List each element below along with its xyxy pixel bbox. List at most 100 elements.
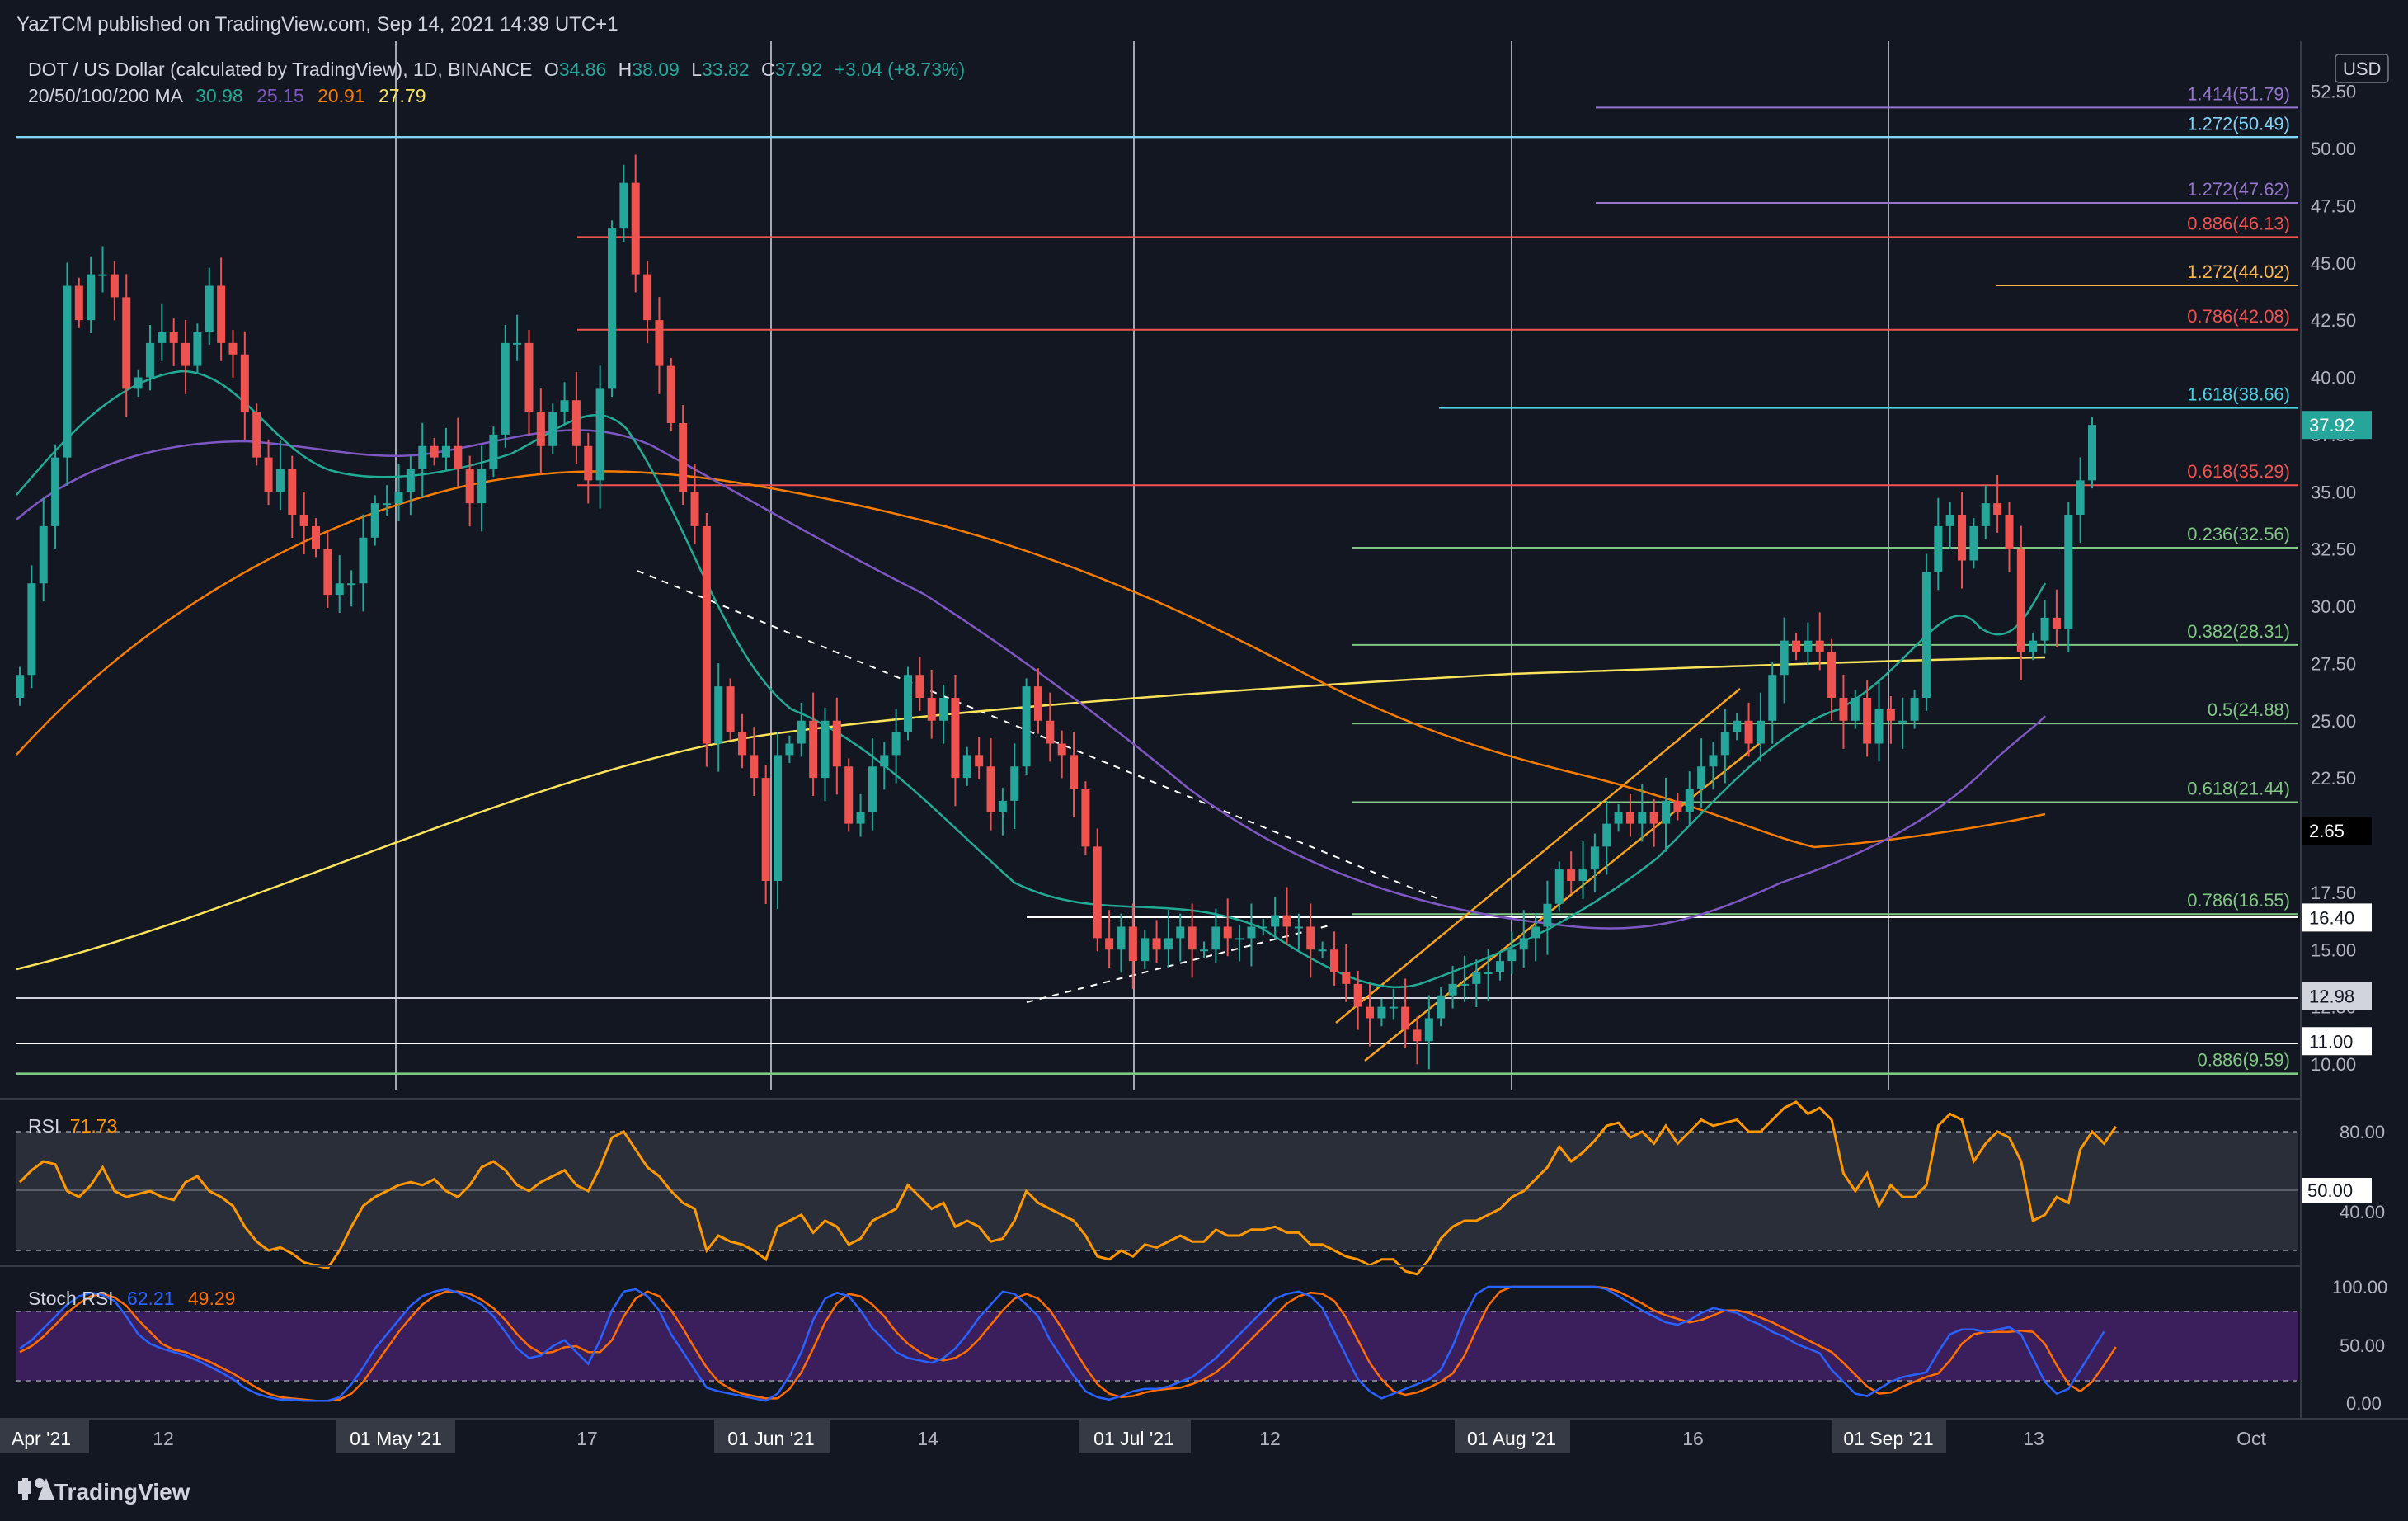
candle-body	[1460, 983, 1469, 986]
candle-body	[275, 469, 285, 492]
time-tick-label: 01 Aug '21	[1467, 1428, 1556, 1449]
candle-body	[1827, 652, 1837, 698]
legend-open: 34.86	[559, 59, 607, 80]
time-tick-label: 01 Sep '21	[1843, 1428, 1933, 1449]
candle-body	[1567, 869, 1576, 881]
stoch-band	[16, 1311, 2298, 1381]
time-tick-label: 13	[2023, 1428, 2044, 1449]
candle-body	[856, 812, 865, 824]
stoch-tick-50: 50.00	[2340, 1335, 2385, 1356]
time-label-bg-apr	[0, 1420, 89, 1453]
stoch-d-value: 49.29	[188, 1288, 236, 1309]
price-tag-label: 16.40	[2309, 907, 2354, 928]
candle-body	[1625, 812, 1634, 824]
rsi-panel	[16, 1100, 2298, 1276]
candle-body	[1046, 720, 1055, 744]
candle-body	[1768, 675, 1777, 721]
candle-body	[169, 332, 178, 343]
price-tag-label: 12.98	[2309, 986, 2354, 1006]
price-tick-label: 52.50	[2311, 82, 2356, 102]
legend-c-label: C	[761, 59, 775, 80]
candle-body	[939, 698, 948, 721]
candle-body	[16, 675, 24, 698]
candle-body	[951, 698, 960, 779]
panel-separators	[0, 41, 2408, 1420]
fib-level-label: 0.886(46.13)	[2187, 213, 2290, 233]
candle-body	[1602, 823, 1611, 847]
candle-body	[1720, 732, 1729, 756]
candle-body	[1424, 1018, 1433, 1042]
candle-body	[1507, 949, 1517, 962]
candle-body	[465, 469, 474, 504]
candle-body	[1247, 926, 1256, 939]
candle-body	[1898, 720, 1907, 723]
candle-body	[1010, 766, 1019, 801]
time-tick-label: 12	[153, 1428, 174, 1449]
price-tick-label: 40.00	[2311, 368, 2356, 388]
candle-body	[619, 182, 628, 229]
candle-body	[1152, 938, 1161, 950]
time-tick-label: 12	[1259, 1428, 1281, 1449]
candle-body	[524, 342, 534, 412]
currency-label[interactable]: USD	[2343, 59, 2381, 79]
candle-body	[1070, 755, 1079, 789]
candle-body	[1578, 869, 1587, 881]
candle-body	[1614, 812, 1623, 824]
candle-body	[1839, 698, 1848, 721]
candle-body	[252, 412, 261, 458]
candle-body	[1081, 789, 1090, 847]
rsi-tick-80: 80.00	[2340, 1122, 2385, 1142]
candle-body	[1993, 503, 2002, 515]
candle-body	[2029, 640, 2038, 652]
candle-body	[702, 525, 711, 744]
vertical-gridlines	[395, 41, 1889, 1090]
candle-body	[714, 686, 723, 744]
candle-body	[441, 445, 450, 458]
candle-body	[477, 469, 487, 504]
fib-level-label: 1.272(50.49)	[2187, 113, 2290, 134]
candle-body	[110, 274, 119, 298]
candle-body	[181, 342, 190, 366]
price-tick-label: 25.00	[2311, 711, 2356, 732]
time-label-bg-jun	[714, 1420, 830, 1453]
stoch-tick-100: 100.00	[2332, 1277, 2387, 1297]
time-axis: Apr '21 12 01 May '21 17 01 Jun '21 14 01 Jul …	[0, 1420, 2266, 1453]
candle-body	[1377, 1006, 1386, 1019]
candle-body	[513, 342, 522, 345]
price-axis: 10.0012.5015.0017.5020.0022.5025.0027.50…	[2311, 82, 2356, 1075]
ma50-line	[16, 429, 2046, 930]
legend-ma100: 20.91	[317, 85, 365, 106]
candle-body	[1353, 983, 1362, 1007]
stoch-k-line	[19, 1285, 2105, 1402]
header-legend: YazTCM published on TradingView.com, Sep…	[16, 13, 2389, 1309]
footer: TradingView	[18, 1478, 190, 1505]
candle-body	[87, 274, 96, 321]
candle-body	[1282, 915, 1291, 927]
candlestick-series	[16, 154, 2096, 1070]
time-label-bg-jul	[1079, 1420, 1191, 1453]
candle-body	[122, 297, 131, 389]
candle-body	[145, 342, 154, 378]
candle-body	[761, 778, 770, 881]
candle-body	[1531, 926, 1540, 939]
time-tick-label: 01 Jun '21	[727, 1428, 814, 1449]
price-tick-label: 45.00	[2311, 253, 2356, 274]
indicator-axes: 80.00 40.00 50.00 100.00 50.00 0.00	[2302, 1122, 2387, 1414]
legend-change: +3.04 (+8.73%)	[835, 59, 966, 80]
candle-body	[631, 182, 640, 275]
time-label-bg-may	[336, 1420, 455, 1453]
price-tag	[2302, 411, 2372, 440]
candle-body	[1815, 640, 1824, 652]
candle-body	[1318, 949, 1327, 952]
candle-body	[1921, 572, 1931, 698]
fib-level-label: 0.618(21.44)	[2187, 779, 2290, 799]
fibonacci-levels: 1.414(51.79) 1.272(50.49) 1.272(47.62) 0.88…	[16, 83, 2298, 1075]
candle-body	[240, 354, 249, 412]
candle-body	[1022, 686, 1031, 767]
currency-badge[interactable]	[2335, 54, 2389, 83]
time-tick-label: 14	[917, 1428, 938, 1449]
candle-body	[927, 698, 936, 721]
time-tick-label: 17	[576, 1428, 598, 1449]
candle-body	[2040, 617, 2049, 641]
candle-body	[501, 342, 510, 435]
